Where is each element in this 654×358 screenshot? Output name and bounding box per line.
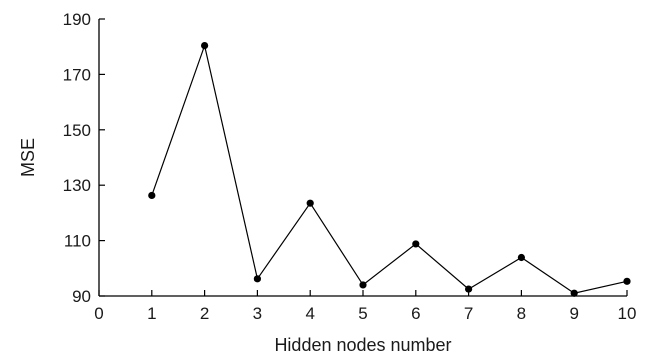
x-axis-title: Hidden nodes number bbox=[274, 335, 451, 355]
x-tick-label: 1 bbox=[147, 304, 156, 323]
data-point bbox=[253, 275, 261, 283]
x-tick-label: 9 bbox=[569, 304, 578, 323]
y-tick-label: 130 bbox=[63, 176, 91, 195]
y-tick-label: 190 bbox=[63, 10, 91, 29]
data-point bbox=[465, 285, 473, 293]
x-tick-label: 7 bbox=[464, 304, 473, 323]
data-point bbox=[359, 281, 367, 289]
data-point bbox=[623, 277, 631, 285]
y-axis-title: MSE bbox=[18, 138, 38, 177]
y-tick-label: 170 bbox=[63, 65, 91, 84]
x-tick-label: 5 bbox=[358, 304, 367, 323]
series-line bbox=[151, 43, 628, 294]
series-layer bbox=[148, 41, 631, 297]
x-tick-label: 4 bbox=[305, 304, 314, 323]
data-point bbox=[517, 253, 526, 262]
data-point bbox=[570, 289, 578, 297]
y-ticks: 90 110 130 150 170 190 bbox=[63, 10, 105, 306]
x-tick-label: 2 bbox=[200, 304, 209, 323]
axes bbox=[98, 19, 627, 297]
data-point bbox=[148, 191, 156, 200]
x-tick-label: 0 bbox=[94, 304, 103, 323]
y-tick-label: 150 bbox=[63, 121, 91, 140]
y-tick-label: 90 bbox=[72, 287, 91, 306]
x-tick-label: 6 bbox=[411, 304, 420, 323]
data-point bbox=[412, 240, 420, 248]
x-tick-label: 3 bbox=[253, 304, 262, 323]
data-point bbox=[201, 41, 209, 50]
x-tick-label: 10 bbox=[618, 304, 637, 323]
data-point bbox=[306, 199, 314, 207]
y-tick-label: 110 bbox=[64, 232, 91, 251]
x-tick-label: 8 bbox=[517, 304, 526, 323]
x-ticks: 0 1 2 3 4 5 6 7 8 9 10 bbox=[94, 290, 636, 323]
